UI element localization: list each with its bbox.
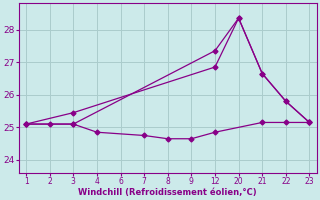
X-axis label: Windchill (Refroidissement éolien,°C): Windchill (Refroidissement éolien,°C) (78, 188, 257, 197)
